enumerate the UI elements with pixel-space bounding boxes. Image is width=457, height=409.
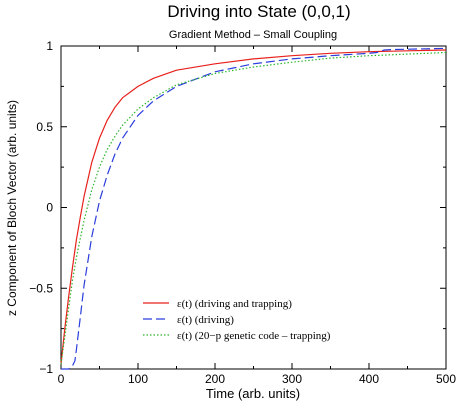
plot-frame <box>60 45 447 370</box>
y-axis-label: z Component of Bloch Vector (arb. units) <box>5 100 19 316</box>
y-tick-label: 0.5 <box>36 120 53 134</box>
series-line-3 <box>60 51 447 365</box>
x-tick-label: 200 <box>205 372 225 386</box>
series-line-1 <box>60 49 447 365</box>
x-tick-label: 500 <box>436 372 456 386</box>
y-tick-label: −1 <box>39 362 53 376</box>
x-tick-label: 400 <box>359 372 379 386</box>
plot-area: 0 100 200 300 400 500 −1 −0.5 0 0.5 1 ε(t) (driving… <box>29 39 456 386</box>
y-tick-label: 1 <box>46 39 53 53</box>
x-tick-label: 0 <box>58 372 65 386</box>
legend-label-3: ε(t) (20−p genetic code – trapping) <box>177 330 331 342</box>
series-line-2 <box>61 47 447 370</box>
chart-title: Driving into State (0,0,1) <box>167 2 350 21</box>
chart-subtitle: Gradient Method – Small Coupling <box>169 29 337 41</box>
x-tick-label: 100 <box>128 372 148 386</box>
y-tick-label: −0.5 <box>29 281 53 295</box>
legend-label-2: ε(t) (driving) <box>177 314 234 326</box>
x-axis-label: Time (arb. units) <box>206 386 300 401</box>
legend-label-1: ε(t) (driving and trapping) <box>177 298 292 310</box>
x-tick-label: 300 <box>282 372 302 386</box>
y-tick-label: 0 <box>46 201 53 215</box>
